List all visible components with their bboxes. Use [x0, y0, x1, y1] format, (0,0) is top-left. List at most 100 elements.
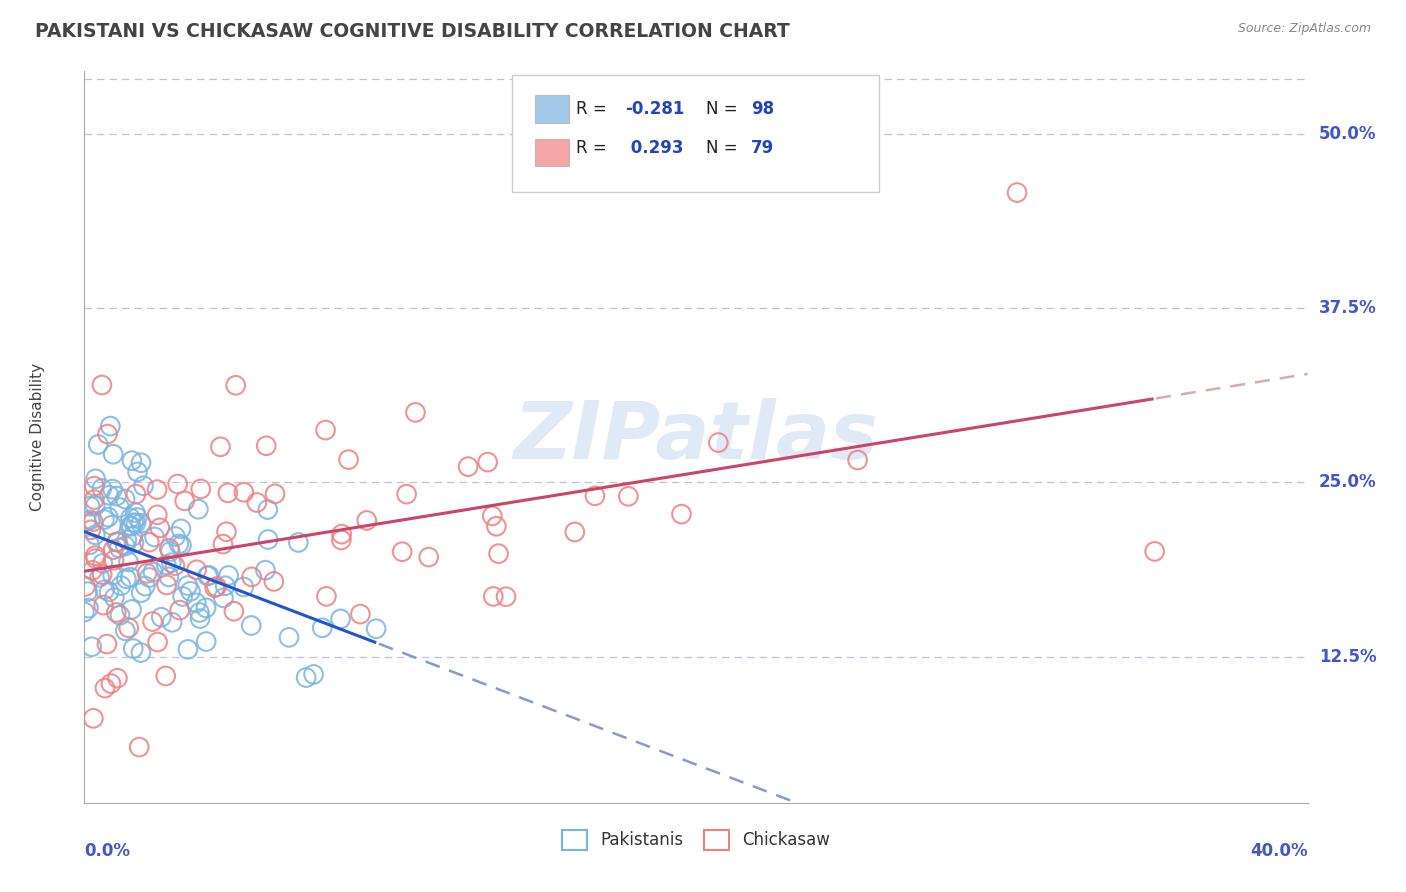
Point [217, 486, 239, 500]
Point [315, 590, 337, 604]
Point [114, 624, 136, 638]
Point [150, 610, 173, 624]
Point [101, 568, 124, 582]
Point [121, 529, 143, 543]
Point [132, 479, 155, 493]
Point [395, 487, 418, 501]
Point [366, 622, 388, 636]
Point [96, 427, 118, 442]
Text: R =: R = [576, 139, 612, 157]
Point [83, 479, 105, 493]
Point [93, 512, 115, 526]
Point [254, 563, 277, 577]
Point [173, 494, 195, 508]
Point [89, 570, 111, 584]
Point [159, 544, 181, 558]
Point [108, 541, 131, 555]
Point [73, 605, 96, 619]
Point [188, 611, 211, 625]
Point [204, 581, 226, 595]
Point [105, 606, 128, 620]
Point [167, 537, 190, 551]
Text: 98: 98 [751, 100, 775, 118]
Point [79, 513, 101, 527]
Text: ZIPatlas: ZIPatlas [513, 398, 879, 476]
Point [212, 591, 235, 605]
Point [93, 598, 115, 612]
Text: 40.0%: 40.0% [1250, 842, 1308, 860]
Point [75, 514, 97, 528]
Point [186, 563, 208, 577]
Text: PAKISTANI VS CHICKASAW COGNITIVE DISABILITY CORRELATION CHART: PAKISTANI VS CHICKASAW COGNITIVE DISABIL… [35, 22, 790, 41]
Point [222, 604, 245, 618]
Point [142, 565, 165, 579]
Point [105, 489, 128, 503]
Text: Source: ZipAtlas.com: Source: ZipAtlas.com [1237, 22, 1371, 36]
Point [127, 510, 149, 524]
Point [117, 555, 139, 569]
FancyBboxPatch shape [534, 138, 569, 167]
Point [98, 488, 121, 502]
Point [96, 637, 118, 651]
Point [120, 519, 142, 533]
Point [129, 646, 152, 660]
Text: 37.5%: 37.5% [1319, 299, 1376, 318]
Point [129, 585, 152, 599]
Point [278, 631, 301, 645]
Point [138, 570, 160, 584]
Point [105, 535, 128, 549]
Point [121, 453, 143, 467]
Point [186, 596, 208, 610]
Point [177, 642, 200, 657]
Point [246, 495, 269, 509]
Point [115, 533, 138, 547]
Point [125, 487, 148, 501]
Point [485, 519, 508, 533]
Point [84, 549, 107, 563]
Point [356, 513, 378, 527]
Point [209, 440, 232, 454]
Point [122, 641, 145, 656]
Text: 50.0%: 50.0% [1319, 125, 1376, 143]
Point [110, 579, 132, 593]
Point [170, 538, 193, 552]
Point [77, 601, 100, 615]
Point [129, 516, 152, 531]
Point [418, 550, 440, 565]
Point [94, 582, 117, 597]
Text: N =: N = [706, 139, 742, 157]
Point [83, 492, 105, 507]
Point [195, 634, 218, 648]
Point [257, 533, 280, 547]
Point [80, 640, 103, 654]
Point [101, 447, 124, 461]
Text: 25.0%: 25.0% [1319, 474, 1376, 491]
Point [149, 521, 172, 535]
Point [1143, 544, 1166, 558]
Point [190, 482, 212, 496]
Point [302, 667, 325, 681]
Point [157, 541, 180, 556]
Point [240, 618, 263, 632]
Point [76, 584, 98, 599]
Point [671, 507, 693, 521]
Point [142, 615, 165, 629]
Point [80, 523, 103, 537]
Point [84, 551, 107, 566]
Point [146, 483, 169, 497]
Point [100, 676, 122, 690]
Legend: Pakistanis, Chickasaw: Pakistanis, Chickasaw [555, 823, 837, 856]
Point [87, 437, 110, 451]
Point [337, 452, 360, 467]
Point [315, 423, 337, 437]
Point [240, 570, 263, 584]
Point [160, 556, 183, 570]
Point [481, 508, 503, 523]
Point [91, 567, 114, 582]
Point [120, 570, 142, 584]
Point [482, 590, 505, 604]
Point [125, 516, 148, 530]
Point [160, 615, 183, 630]
Point [121, 602, 143, 616]
Point [127, 465, 149, 479]
